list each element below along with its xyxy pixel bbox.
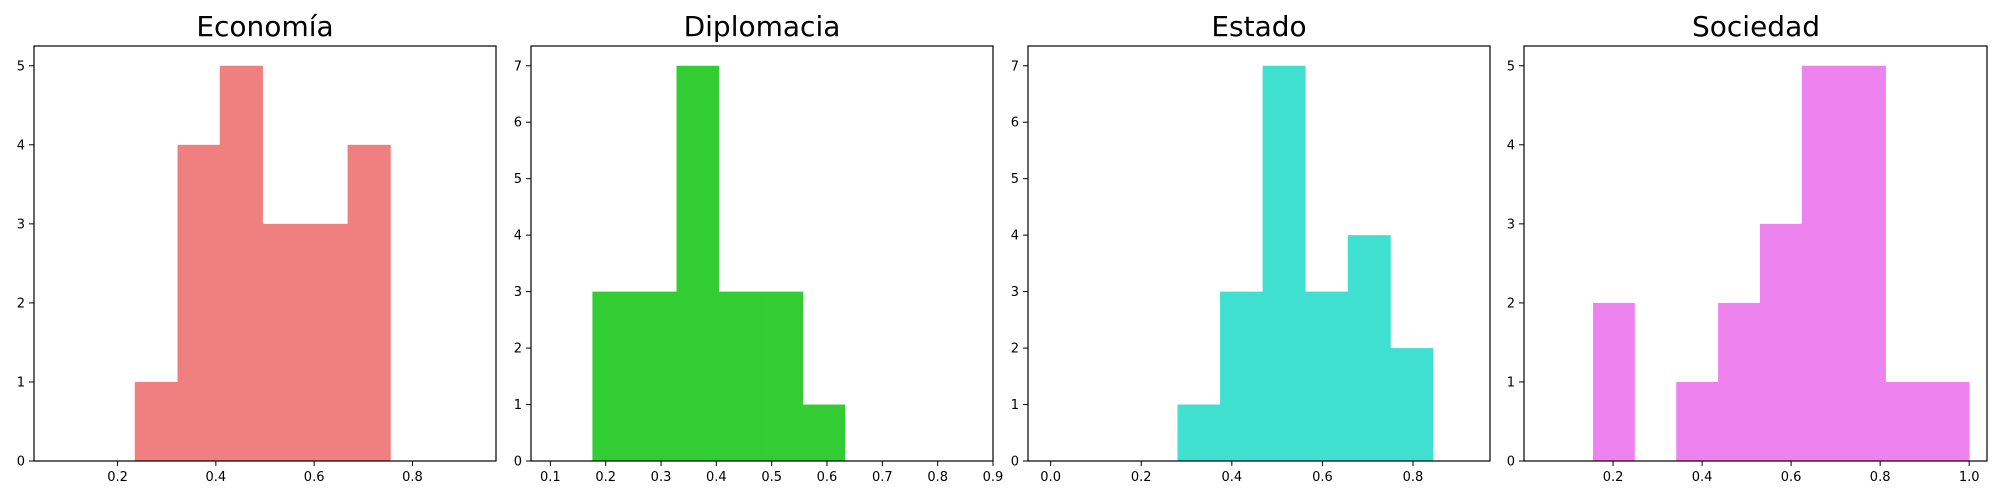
histogram-bar — [1676, 381, 1719, 461]
histogram-bar — [347, 144, 391, 461]
axes-frame — [530, 45, 994, 462]
y-tick-label: 5 — [1507, 59, 1515, 74]
x-tick-label: 1.0 — [1959, 470, 1980, 485]
histogram-bar — [1220, 291, 1264, 461]
y-tick-label: 0 — [1011, 455, 1019, 470]
histogram-bar — [134, 381, 178, 461]
y-tick-label: 0 — [17, 455, 25, 470]
y-tick-label: 6 — [514, 116, 522, 131]
x-tick-label: 0.2 — [1131, 470, 1152, 485]
y-tick-label: 4 — [514, 229, 522, 244]
histogram-bar — [1843, 65, 1886, 461]
y-tick-label: 3 — [514, 285, 522, 300]
y-tick-label: 7 — [514, 59, 522, 74]
y-tick-label: 2 — [1011, 342, 1019, 357]
histogram-bar — [1718, 302, 1761, 461]
histogram-bar — [219, 65, 263, 461]
x-tick-label: 0.4 — [1692, 470, 1713, 485]
panel-diplomacia: Diplomacia 0.1 0.2 0.3 0.4 0.5 0.6 0.7 0.8 0.9 0 1… — [514, 10, 1004, 485]
axes-frame — [1027, 45, 1491, 462]
x-tick-label: 0.2 — [595, 470, 616, 485]
y-tick-label: 1 — [1507, 375, 1515, 390]
y-tick-label: 5 — [17, 59, 25, 74]
histogram-bar — [177, 144, 221, 461]
histogram-bar — [1927, 381, 1970, 461]
y-tick-label: 4 — [1507, 138, 1515, 153]
x-tick-label: 0.8 — [402, 470, 423, 485]
panel-title: Diplomacia — [684, 10, 841, 43]
y-tick-label: 5 — [514, 172, 522, 187]
histogram-bar — [760, 291, 804, 461]
histogram-bar — [1177, 404, 1221, 461]
y-tick-label: 6 — [1011, 116, 1019, 131]
histogram-bar — [1593, 302, 1635, 461]
x-tick-label: 0.7 — [872, 470, 893, 485]
panel-sociedad: Sociedad 0.2 0.4 0.6 0.8 1.0 0 1 2 3 4 5 — [1507, 10, 1988, 485]
x-tick-label: 0.4 — [1221, 470, 1242, 485]
y-tick-label: 4 — [1011, 229, 1019, 244]
x-tick-label: 0.8 — [927, 470, 948, 485]
y-tick-label: 2 — [514, 342, 522, 357]
x-tick-label: 0.6 — [304, 470, 325, 485]
panel-title: Sociedad — [1692, 10, 1820, 43]
histogram-bar — [1347, 235, 1391, 461]
axes-frame — [33, 45, 497, 462]
histogram-bar — [1262, 65, 1306, 461]
histogram-bar — [262, 223, 306, 461]
y-tick-label: 1 — [514, 398, 522, 413]
y-tick-label: 1 — [17, 375, 25, 390]
y-tick-label: 7 — [1011, 59, 1019, 74]
x-tick-label: 0.8 — [1870, 470, 1891, 485]
panel-estado: Estado 0.0 0.2 0.4 0.6 0.8 0 1 2 3 4 5 6 7 — [1011, 10, 1491, 485]
y-tick-label: 3 — [17, 217, 25, 232]
y-tick-label: 2 — [17, 296, 25, 311]
histogram-bar — [592, 291, 635, 461]
panel-title: Economía — [196, 10, 333, 43]
x-tick-label: 0.0 — [1040, 470, 1061, 485]
histogram-bar — [718, 291, 762, 461]
y-tick-label: 3 — [1507, 217, 1515, 232]
histogram-bar — [1885, 381, 1928, 461]
panel-title: Estado — [1211, 10, 1306, 43]
y-tick-label: 0 — [514, 455, 522, 470]
histogram-bar — [676, 65, 719, 461]
x-tick-label: 0.2 — [1603, 470, 1624, 485]
x-tick-label: 0.6 — [1312, 470, 1333, 485]
x-tick-label: 0.9 — [983, 470, 1004, 485]
histogram-bar — [305, 223, 348, 461]
histogram-bar — [1390, 348, 1434, 461]
x-tick-label: 0.6 — [1781, 470, 1802, 485]
y-tick-label: 2 — [1507, 296, 1515, 311]
y-tick-label: 0 — [1507, 455, 1515, 470]
histogram-bar — [634, 291, 677, 461]
y-tick-label: 3 — [1011, 285, 1019, 300]
x-tick-label: 0.1 — [540, 470, 561, 485]
axes-frame — [1523, 45, 1988, 462]
histogram-bar — [1801, 65, 1845, 461]
x-tick-label: 0.6 — [817, 470, 838, 485]
histogram-bar — [802, 404, 846, 461]
panel-economia: Economía 0.2 0.4 0.6 0.8 0 1 2 3 4 5 — [17, 10, 497, 485]
y-tick-label: 5 — [1011, 172, 1019, 187]
x-tick-label: 0.4 — [706, 470, 727, 485]
x-tick-label: 0.8 — [1403, 470, 1424, 485]
y-tick-label: 1 — [1011, 398, 1019, 413]
histogram-bar — [1305, 291, 1349, 461]
y-tick-label: 4 — [17, 138, 25, 153]
histogram-bar — [1759, 223, 1803, 461]
x-tick-label: 0.4 — [206, 470, 227, 485]
x-tick-label: 0.3 — [651, 470, 672, 485]
x-tick-label: 0.5 — [761, 470, 782, 485]
x-tick-label: 0.2 — [107, 470, 128, 485]
